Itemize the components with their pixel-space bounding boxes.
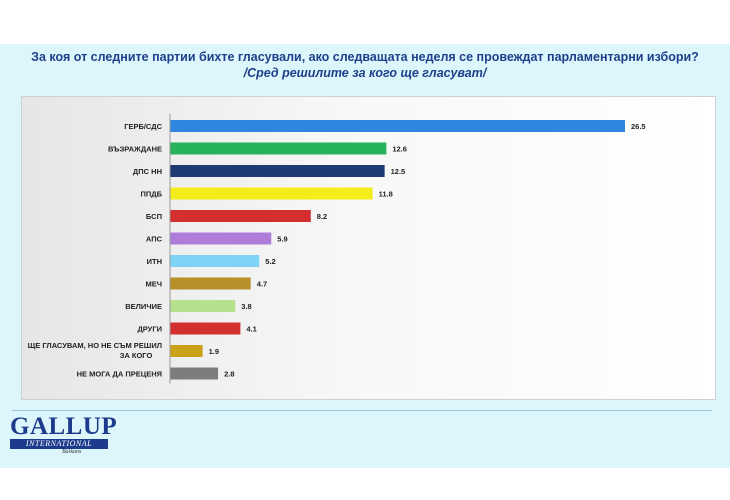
value-label: 1.9 — [209, 347, 219, 356]
bar — [170, 232, 272, 245]
category-label: ДРУГИ — [137, 325, 162, 334]
bar — [170, 345, 203, 357]
bar — [170, 210, 311, 222]
gallup-logo: GALLUP INTERNATIONAL Balkans — [10, 414, 120, 460]
category-label: ГЕРБ/СДС — [124, 122, 162, 131]
bar — [170, 142, 387, 155]
logo-region: Balkans — [62, 449, 82, 455]
bar — [170, 322, 241, 335]
bar — [170, 120, 625, 132]
bar — [170, 277, 251, 290]
value-label: 3.8 — [241, 302, 251, 311]
value-label: 12.6 — [392, 145, 407, 154]
logo-wordmark: GALLUP — [10, 413, 118, 440]
chart-subtitle: /Сред решилите за кого ще гласуват/ — [243, 66, 487, 80]
category-label: ППДБ — [140, 190, 162, 199]
bar — [170, 300, 236, 312]
category-label: НЕ МОГА ДА ПРЕЦЕНЯ — [77, 370, 162, 379]
value-label: 12.5 — [391, 167, 406, 176]
bar — [170, 165, 385, 177]
value-label: 5.2 — [265, 257, 275, 266]
value-label: 26.5 — [631, 122, 646, 131]
bar-chart: ГЕРБ/СДС 26.5 ВЪЗРАЖДАНЕ 12.6 ДПС НН 12.5 ППДБ… — [28, 114, 646, 384]
category-label: МЕЧ — [145, 280, 162, 289]
value-label: 8.2 — [317, 212, 327, 221]
logo-band: INTERNATIONAL — [10, 439, 108, 449]
chart-title: За коя от следните партии бихте гласувал… — [31, 50, 699, 64]
bar — [170, 255, 260, 267]
category-label: ДПС НН — [133, 167, 162, 176]
category-label: БСП — [146, 212, 162, 221]
value-label: 4.7 — [257, 280, 267, 289]
category-label: ЩЕ ГЛАСУВАМ, НО НЕ СЪМ РЕШИЛ ЗА КОГО — [28, 341, 162, 360]
category-label: АПС — [146, 235, 163, 244]
value-label: 11.8 — [379, 190, 393, 199]
value-label: 5.9 — [277, 235, 287, 244]
category-label: ВЕЛИЧИЕ — [125, 302, 162, 311]
category-label: ВЪЗРАЖДАНЕ — [108, 145, 162, 154]
bar — [170, 187, 373, 200]
category-label: ИТН — [147, 257, 162, 266]
value-label: 2.8 — [224, 370, 234, 379]
value-label: 4.1 — [246, 325, 256, 334]
bar — [170, 367, 219, 380]
footer-divider — [12, 410, 712, 411]
